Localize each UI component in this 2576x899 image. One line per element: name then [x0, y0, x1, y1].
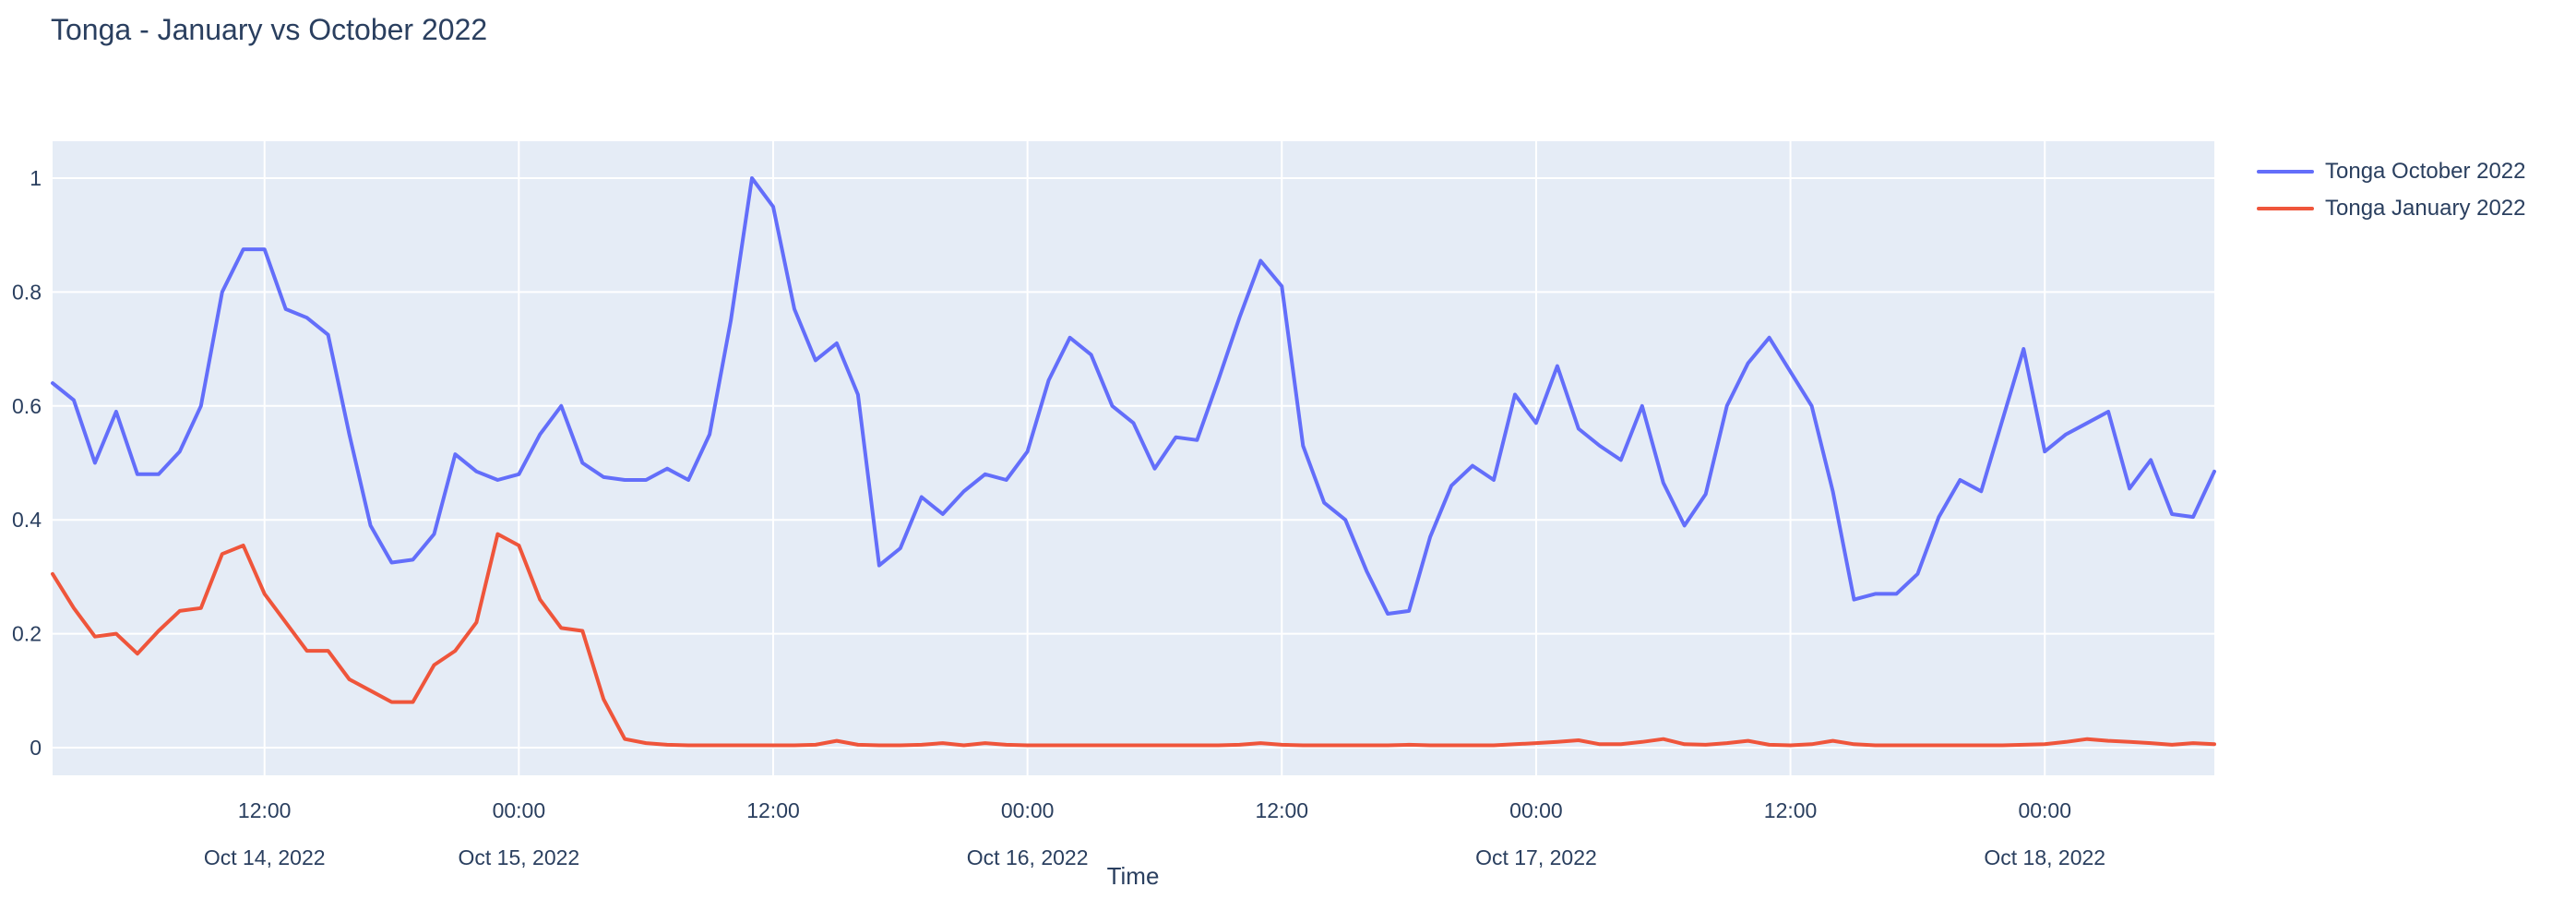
y-tick-label: 0.6	[12, 394, 42, 418]
x-tick-date-label: Oct 16, 2022	[967, 845, 1089, 869]
x-tick-time-label: 12:00	[238, 798, 292, 822]
x-tick-date-label: Oct 15, 2022	[459, 845, 580, 869]
x-tick-time-label: 00:00	[2018, 798, 2071, 822]
legend-item-october[interactable]: Tonga October 2022	[2257, 153, 2526, 190]
x-tick-time-label: 00:00	[1001, 798, 1055, 822]
x-tick-time-label: 12:00	[746, 798, 800, 822]
x-tick-date-label: Oct 17, 2022	[1475, 845, 1597, 869]
legend-label-january: Tonga January 2022	[2325, 196, 2526, 221]
y-tick-label: 0	[30, 736, 42, 760]
legend-item-january[interactable]: Tonga January 2022	[2257, 190, 2526, 227]
legend-label-october: Tonga October 2022	[2325, 159, 2526, 184]
chart-title: Tonga - January vs October 2022	[51, 13, 488, 46]
y-tick-label: 0.4	[12, 508, 42, 532]
x-tick-time-label: 00:00	[493, 798, 546, 822]
trace-tonga-october-2022[interactable]	[51, 176, 2216, 616]
x-tick-date-label: Oct 18, 2022	[1984, 845, 2105, 869]
trace-tonga-january-2022[interactable]	[51, 532, 2216, 748]
plot-area[interactable]	[53, 141, 2214, 775]
y-tick-label: 0.2	[12, 622, 42, 646]
x-tick-time-label: 00:00	[1509, 798, 1563, 822]
x-axis-title: Time	[1106, 862, 1160, 890]
y-tick-label: 1	[30, 166, 42, 190]
y-tick-label: 0.8	[12, 280, 42, 304]
legend: Tonga October 2022 Tonga January 2022	[2257, 153, 2526, 227]
legend-swatch-october-icon	[2257, 170, 2314, 174]
legend-swatch-january-icon	[2257, 207, 2314, 210]
x-tick-date-label: Oct 14, 2022	[204, 845, 326, 869]
x-tick-time-label: 12:00	[1764, 798, 1818, 822]
x-tick-time-label: 12:00	[1256, 798, 1309, 822]
